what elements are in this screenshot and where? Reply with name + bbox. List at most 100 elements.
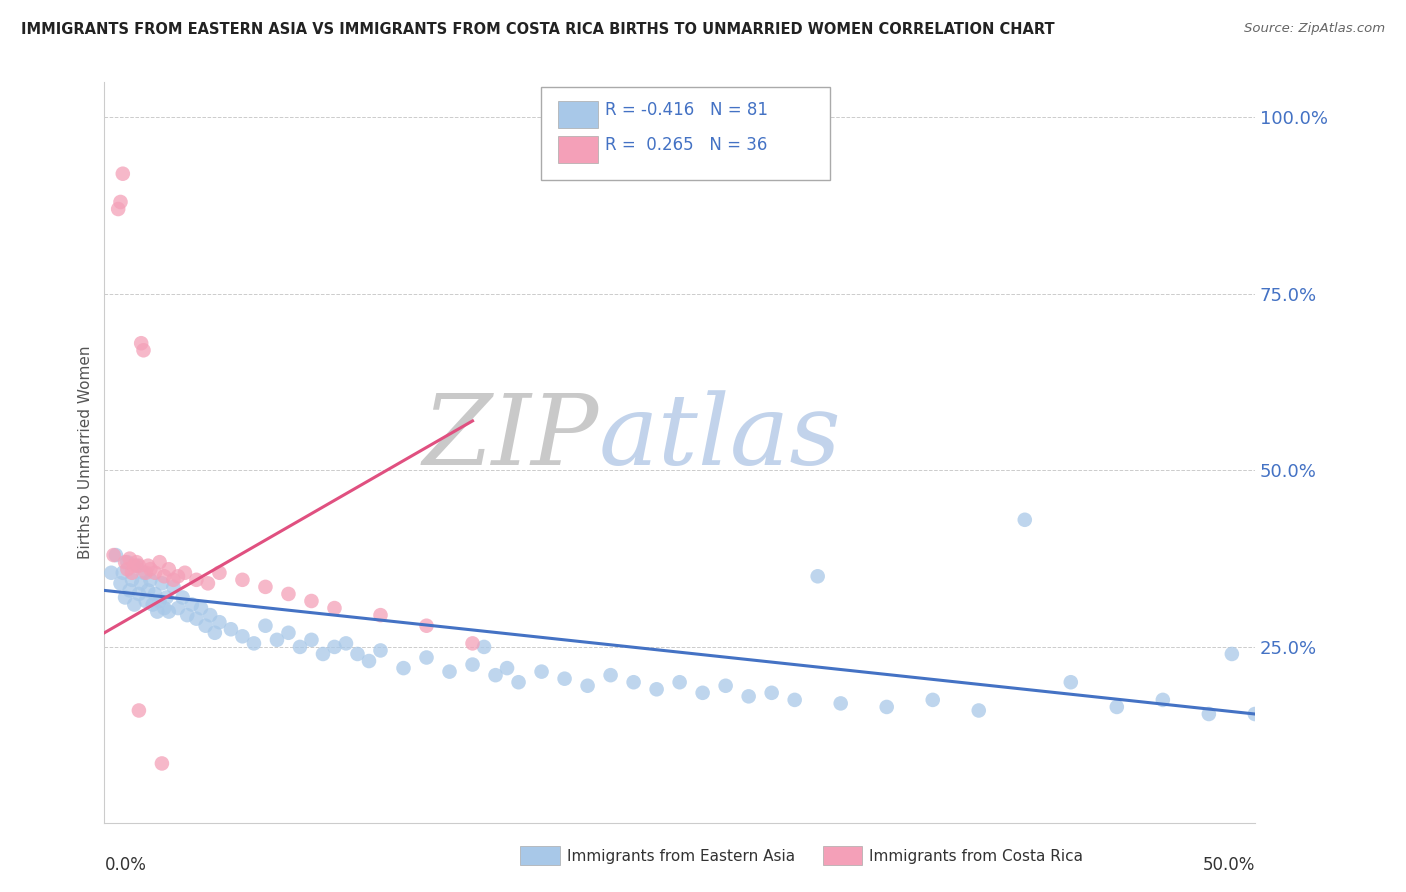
Point	[346, 647, 368, 661]
Point	[277, 587, 299, 601]
Point	[190, 601, 212, 615]
Text: Immigrants from Costa Rica: Immigrants from Costa Rica	[869, 849, 1083, 864]
Point	[1105, 700, 1128, 714]
Point	[128, 587, 150, 601]
Point	[335, 636, 357, 650]
Point	[415, 618, 437, 632]
Point	[277, 625, 299, 640]
Point	[357, 654, 380, 668]
Point	[150, 576, 173, 591]
Point	[157, 605, 180, 619]
Point	[143, 587, 166, 601]
Point	[714, 679, 737, 693]
Point	[117, 555, 139, 569]
Point	[136, 583, 159, 598]
Point	[219, 622, 242, 636]
Point	[737, 690, 759, 704]
Point	[554, 672, 576, 686]
Point	[461, 636, 484, 650]
Point	[114, 591, 136, 605]
Point	[117, 562, 139, 576]
Point	[967, 703, 990, 717]
Point	[692, 686, 714, 700]
Point	[576, 679, 599, 693]
Point	[668, 675, 690, 690]
Point	[149, 594, 172, 608]
Point	[830, 697, 852, 711]
Point	[110, 576, 132, 591]
Point	[484, 668, 506, 682]
Point	[807, 569, 830, 583]
Point	[1244, 706, 1267, 721]
Point	[1198, 706, 1220, 721]
Point	[114, 555, 136, 569]
Point	[142, 598, 165, 612]
Point	[125, 558, 148, 573]
Point	[208, 615, 231, 630]
Point	[194, 618, 217, 632]
Point	[146, 605, 169, 619]
Point	[1014, 513, 1036, 527]
Point	[107, 202, 129, 216]
Point	[1220, 647, 1243, 661]
Point	[150, 756, 173, 771]
Point	[155, 591, 177, 605]
Point	[136, 558, 159, 573]
Point	[111, 566, 134, 580]
Point	[132, 566, 155, 580]
Point	[204, 625, 226, 640]
Point	[129, 576, 152, 591]
Point	[208, 566, 231, 580]
Point	[200, 608, 222, 623]
Point	[783, 693, 806, 707]
Point	[124, 598, 146, 612]
Text: ZIP: ZIP	[423, 390, 599, 485]
Text: Immigrants from Eastern Asia: Immigrants from Eastern Asia	[567, 849, 794, 864]
Point	[167, 601, 190, 615]
Point	[186, 612, 208, 626]
Point	[197, 576, 219, 591]
Point	[135, 566, 157, 580]
Point	[623, 675, 645, 690]
Point	[139, 573, 162, 587]
Point	[508, 675, 530, 690]
Point	[128, 558, 150, 573]
Point	[139, 562, 162, 576]
Point	[118, 583, 141, 598]
Point	[243, 636, 266, 650]
Point	[104, 548, 127, 562]
Point	[415, 650, 437, 665]
Point	[266, 632, 288, 647]
Point	[121, 566, 143, 580]
Point	[231, 573, 253, 587]
Point	[288, 640, 311, 654]
Point	[167, 569, 190, 583]
Point	[157, 562, 180, 576]
Point	[231, 629, 253, 643]
Point	[121, 573, 143, 587]
Point	[370, 643, 392, 657]
Point	[103, 548, 125, 562]
Point	[153, 569, 176, 583]
Point	[301, 594, 323, 608]
Point	[323, 640, 346, 654]
Point	[392, 661, 415, 675]
Point	[1152, 693, 1174, 707]
Point	[125, 555, 148, 569]
Text: IMMIGRANTS FROM EASTERN ASIA VS IMMIGRANTS FROM COSTA RICA BIRTHS TO UNMARRIED W: IMMIGRANTS FROM EASTERN ASIA VS IMMIGRAN…	[21, 22, 1054, 37]
Point	[100, 566, 122, 580]
Text: atlas: atlas	[599, 390, 842, 485]
Text: R =  0.265   N = 36: R = 0.265 N = 36	[605, 136, 766, 154]
Point	[149, 555, 172, 569]
Point	[132, 343, 155, 358]
Point	[921, 693, 943, 707]
Point	[135, 594, 157, 608]
Point	[176, 608, 198, 623]
Point	[180, 598, 202, 612]
Text: 0.0%: 0.0%	[104, 856, 146, 874]
Point	[645, 682, 668, 697]
Point	[472, 640, 495, 654]
Point	[761, 686, 783, 700]
Point	[111, 167, 134, 181]
Point	[186, 573, 208, 587]
